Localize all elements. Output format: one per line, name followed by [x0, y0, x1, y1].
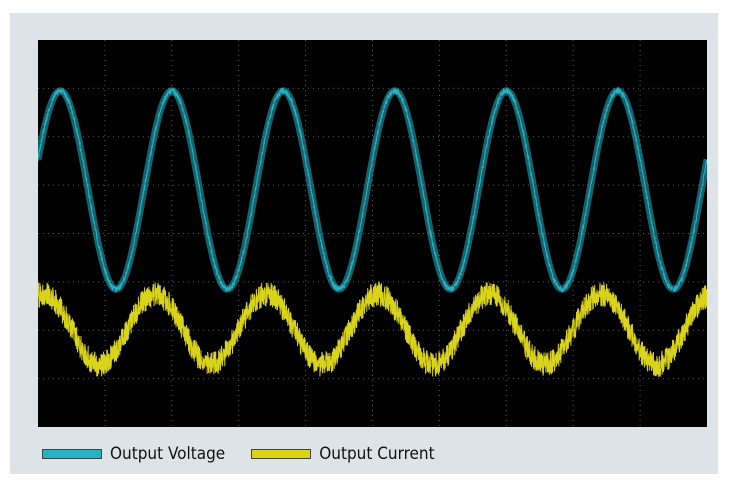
output-current-swatch: [251, 449, 312, 459]
oscilloscope-display: [38, 40, 707, 427]
trace-signal: [38, 281, 707, 378]
trace-signal: [38, 86, 707, 293]
output-current-label: Output Current: [319, 444, 435, 464]
legend-item-output-current: Output Current: [251, 444, 435, 464]
traces: [38, 86, 707, 378]
output-voltage-trace: [38, 86, 707, 293]
oscilloscope-plot: [38, 40, 707, 427]
output-voltage-label: Output Voltage: [110, 444, 226, 464]
legend: Output Voltage Output Current: [42, 440, 461, 468]
output-voltage-swatch: [42, 449, 102, 459]
output-current-trace: [38, 281, 707, 378]
legend-item-output-voltage: Output Voltage: [42, 444, 225, 464]
figure-panel: Output Voltage Output Current: [10, 13, 718, 474]
